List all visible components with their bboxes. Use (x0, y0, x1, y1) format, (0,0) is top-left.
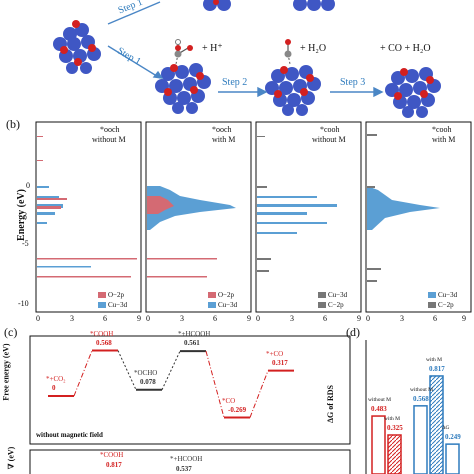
lower-state-name: *+HCOOH (170, 455, 203, 463)
xtick-p4-3: 3 (400, 314, 404, 323)
step2-label: Step 2 (222, 77, 248, 88)
slab-initial (53, 20, 101, 74)
bar-top-label: without M (368, 397, 392, 404)
rds-bar (413, 405, 428, 474)
h2o-label: + H₂O (300, 43, 327, 54)
state-value: 0.568 (96, 338, 112, 347)
plot3-legend-2: C−2p (328, 301, 344, 309)
xtick-p2-9: 9 (247, 314, 251, 323)
xtick-p1-3: 3 (70, 314, 74, 323)
final-products-label: + CO + H₂O (380, 43, 431, 54)
energy-connector (73, 350, 93, 397)
energy-connector (161, 350, 181, 390)
panel-c-ylabel2: ∇ (eV) (6, 446, 16, 470)
xtick-p1-0: 0 (36, 314, 40, 323)
bar-top-label: ΔG (442, 425, 450, 432)
xtick-p2-6: 6 (213, 314, 217, 323)
step3-label: Step 3 (340, 77, 366, 88)
xtick-p2-0: 0 (146, 314, 150, 323)
rds-bar (371, 415, 386, 474)
lower-state-value: 0.817 (106, 461, 122, 469)
plot3-title-2: without M (312, 135, 346, 144)
xtick-p3-3: 3 (290, 314, 294, 323)
bar-value-label: 0.483 (371, 405, 387, 414)
slab-final (385, 67, 441, 118)
panel-c-label: (c) (4, 325, 18, 339)
state-value: 0.561 (184, 339, 200, 348)
plot1-legend-1: O−2p (108, 291, 125, 299)
panel-b-ylabel: Energy (eV) (15, 189, 27, 241)
state-name: *+CO₂ (46, 375, 66, 383)
ytick-0: 0 (26, 181, 30, 190)
plot1-title-2: without M (92, 135, 126, 144)
bar-value-label: 0.325 (387, 424, 403, 432)
bar-top-label: with M (384, 416, 401, 422)
plot4-title-2: with M (432, 135, 456, 144)
state-name: *COOH (90, 329, 114, 338)
state-name: *OCHO (134, 368, 158, 377)
panel-c-ylabel: Free energy (eV) (1, 343, 11, 401)
plot2-title-1: *ooch (212, 125, 232, 134)
energy-connector (249, 370, 269, 418)
plot3-title-1: *cooh (320, 125, 340, 134)
xtick-p3-0: 0 (256, 314, 260, 323)
panel-b-label: (b) (6, 117, 20, 131)
rds-bar (387, 434, 402, 474)
plot4-legend-1: Cu−3d (438, 291, 458, 299)
state-value: 0.317 (272, 358, 288, 367)
lower-state-value: 0.537 (176, 465, 192, 473)
xtick-p4-9: 9 (462, 314, 466, 323)
xtick-p1-6: 6 (103, 314, 107, 323)
ytick-5: -5 (22, 239, 29, 248)
bar-value-label: 0.568 (413, 394, 429, 403)
ytick-10: -10 (18, 299, 29, 308)
bar-top-label: with M (426, 356, 443, 363)
state-value: 0.078 (140, 377, 156, 386)
plot1-legend-2: Cu−3d (108, 301, 128, 309)
arrows (107, 1, 384, 98)
panel-a-graphic (53, 0, 441, 118)
slab-top-right-1 (203, 0, 231, 11)
plot4-title-1: *cooh (432, 125, 452, 134)
bar-value-label: 0.249 (445, 433, 461, 442)
panel-d-ylabel: ΔG of RDS (325, 385, 335, 423)
state-value: 0 (52, 384, 56, 392)
xtick-p1-9: 9 (137, 314, 141, 323)
xtick-p2-3: 3 (180, 314, 184, 323)
rds-bar (445, 443, 460, 474)
plot1-title-1: *ooch (100, 125, 120, 134)
plot2-title-2: with M (212, 135, 236, 144)
state-name: *+HCOOH (178, 330, 211, 339)
xtick-p3-9: 9 (357, 314, 361, 323)
bar-value-label: 0.817 (429, 364, 445, 373)
plot3-legend-1: Cu−3d (328, 291, 348, 299)
xtick-p4-0: 0 (366, 314, 370, 323)
slab-top-right-2 (293, 0, 335, 11)
bar-top-label: without M (410, 386, 434, 393)
state-name: *+CO (266, 349, 284, 358)
xtick-p4-6: 6 (433, 314, 437, 323)
energy-connector (205, 350, 225, 418)
xtick-p3-6: 6 (323, 314, 327, 323)
lower-state-name: *COOH (100, 451, 124, 459)
state-name: *CO (222, 396, 236, 405)
panel-d-label: (d) (346, 325, 360, 339)
hplus-label: + H⁺ (202, 43, 223, 54)
plot2-legend-2: Cu−3d (218, 301, 238, 309)
co-molecule (284, 39, 292, 65)
plot4-legend-2: C−2p (438, 301, 454, 309)
cooh-molecule (174, 39, 193, 65)
slab-cooh (155, 63, 211, 114)
slab-co (265, 65, 321, 116)
panel-c-note: without magnetic field (36, 431, 103, 439)
plot2-legend-1: O−2p (218, 291, 235, 299)
state-value: -0.269 (228, 405, 247, 414)
